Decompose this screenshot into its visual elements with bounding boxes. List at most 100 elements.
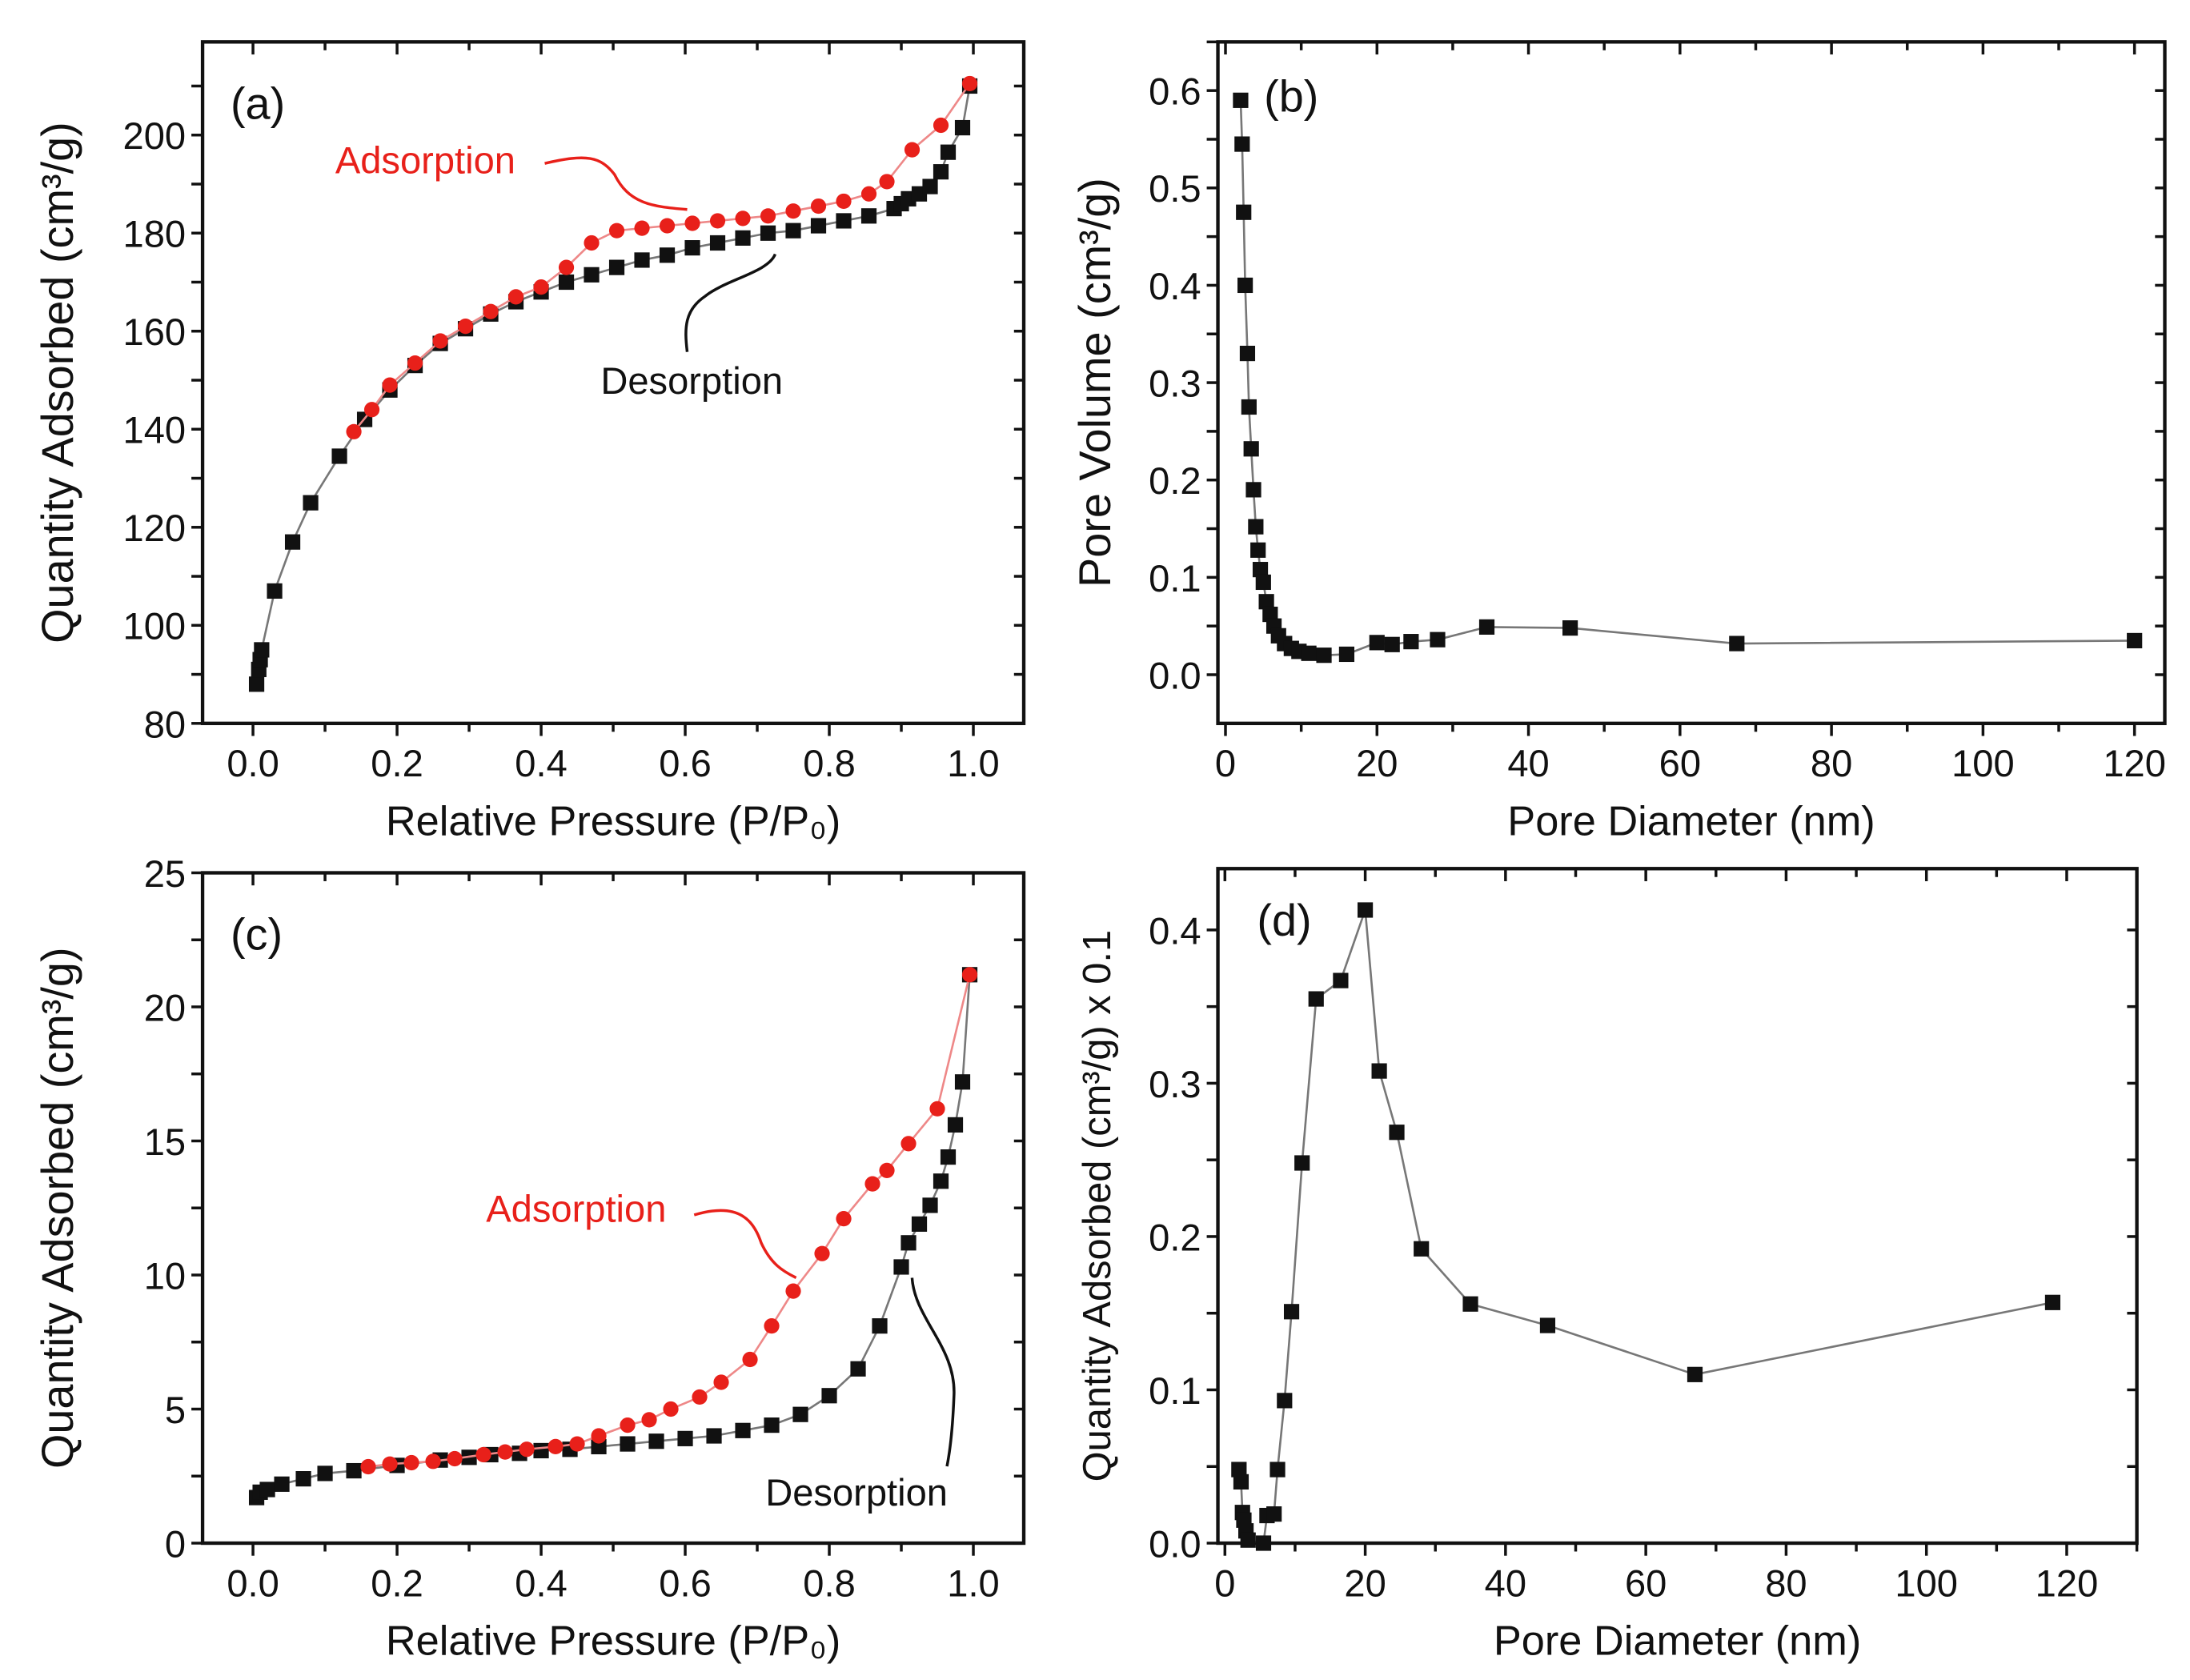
data-point <box>259 1482 275 1498</box>
data-point <box>684 240 700 256</box>
data-point <box>1478 619 1495 635</box>
data-point <box>403 1454 419 1471</box>
data-point <box>850 1361 866 1377</box>
data-point <box>933 117 949 134</box>
y-axis-label: Quantity Adsorbed (cm³/g) <box>32 122 82 644</box>
data-point <box>457 319 474 335</box>
data-point <box>497 1444 513 1460</box>
x-tick-label: 0.4 <box>515 742 567 784</box>
data-point <box>860 186 877 202</box>
data-point <box>900 1235 917 1251</box>
x-tick-label: 80 <box>1765 1562 1807 1604</box>
x-tick-label: 0.8 <box>803 1562 855 1604</box>
data-point <box>1687 1366 1703 1382</box>
data-point <box>1414 1241 1430 1257</box>
data-point <box>1250 542 1266 558</box>
data-point <box>1248 519 1264 535</box>
y-tick-label: 0.1 <box>1149 1369 1201 1412</box>
y-tick-label: 100 <box>123 605 187 648</box>
data-point <box>1384 636 1400 652</box>
data-point <box>879 1162 895 1178</box>
data-point <box>303 495 319 511</box>
data-point <box>1233 1474 1249 1490</box>
data-point <box>1369 635 1385 651</box>
data-point <box>922 1197 938 1213</box>
series-line <box>1237 909 2053 1545</box>
panel-b: 0 20 40 60 80 100 120 0.0 0.1 0.2 0.3 0.4 0.5 0.6 Pore… <box>1069 40 2167 844</box>
x-tick-label: 60 <box>1659 742 1701 784</box>
y-tick-label: 140 <box>123 409 187 451</box>
series-line <box>255 974 971 1498</box>
x-tick-label: 0.6 <box>659 742 711 784</box>
data-point <box>1233 92 1249 108</box>
data-point <box>760 208 776 224</box>
data-point <box>709 213 726 229</box>
data-point <box>591 1438 607 1455</box>
data-point <box>954 1074 971 1090</box>
data-point <box>810 198 827 215</box>
y-tick-label: 0.1 <box>1149 557 1201 599</box>
data-point <box>1403 634 1419 650</box>
y-tick-label: 120 <box>123 507 187 549</box>
panel-label: (a) <box>231 78 285 128</box>
x-axis-label: Relative Pressure (P/P₀) <box>386 1618 840 1665</box>
series-adsorption <box>360 967 978 1475</box>
data-point <box>346 1462 362 1479</box>
data-point <box>961 75 978 92</box>
y-tick-label: 0.2 <box>1149 459 1201 502</box>
data-point <box>1729 636 1745 652</box>
data-point <box>1245 482 1261 498</box>
data-point <box>1316 648 1332 664</box>
data-point <box>692 1389 708 1405</box>
x-tick-label: 0.0 <box>227 1562 279 1604</box>
data-point <box>558 259 575 275</box>
data-point <box>267 583 283 599</box>
data-point <box>940 144 957 160</box>
x-tick-label: 100 <box>1951 742 2015 784</box>
panel-label: (c) <box>231 908 283 959</box>
data-point <box>1294 1155 1310 1171</box>
data-point <box>864 1176 880 1192</box>
data-point <box>764 1417 780 1433</box>
data-point <box>432 333 448 349</box>
data-point <box>810 218 827 234</box>
y-axis-label: Quantity Adsorbed (cm³/g) x 0.1 <box>1076 930 1119 1482</box>
data-point <box>764 1318 780 1334</box>
data-point <box>735 1422 751 1438</box>
data-point <box>1234 136 1250 152</box>
x-tick-label: 0.0 <box>227 742 279 784</box>
data-point <box>792 1406 808 1422</box>
data-point <box>933 164 949 180</box>
annotation-desorption: Desorption <box>600 359 783 402</box>
data-point <box>954 119 971 136</box>
data-point <box>1239 345 1256 362</box>
y-tick-label: 180 <box>123 213 187 255</box>
x-axis-label: Pore Diameter (nm) <box>1494 1618 1861 1665</box>
data-point <box>1308 991 1324 1007</box>
data-point <box>254 642 270 658</box>
data-point <box>735 211 751 227</box>
y-axis-label: Quantity Adsorbed (cm³/g) <box>32 947 82 1469</box>
data-point <box>360 1458 376 1475</box>
data-point <box>879 174 895 190</box>
data-point <box>904 142 921 158</box>
y-tick-label: 10 <box>144 1254 186 1297</box>
annotation-desorption: Desorption <box>765 1471 948 1514</box>
x-tick-label: 0 <box>1215 742 1236 784</box>
x-tick-label: 120 <box>2103 742 2166 784</box>
panel-label: (b) <box>1264 71 1318 122</box>
y-tick-label: 0.3 <box>1149 1063 1201 1105</box>
data-point <box>407 355 423 371</box>
data-point <box>2044 1294 2061 1310</box>
data-point <box>961 967 978 983</box>
data-point <box>648 1433 664 1449</box>
data-point <box>483 303 499 319</box>
data-point <box>447 1450 463 1467</box>
data-point <box>1231 1461 1247 1478</box>
data-point <box>1262 606 1278 623</box>
data-point <box>1357 902 1374 918</box>
data-point <box>591 1428 607 1444</box>
data-point <box>1338 646 1355 663</box>
y-tick-label: 0.0 <box>1149 1522 1201 1565</box>
